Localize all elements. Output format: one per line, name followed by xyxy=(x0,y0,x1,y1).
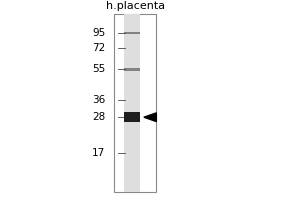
Text: 36: 36 xyxy=(92,95,105,105)
Text: 95: 95 xyxy=(92,28,105,38)
Text: 17: 17 xyxy=(92,148,105,158)
Polygon shape xyxy=(144,113,156,122)
Bar xyxy=(124,14,140,192)
Text: 72: 72 xyxy=(92,43,105,53)
Bar xyxy=(124,32,140,34)
Text: 28: 28 xyxy=(92,112,105,122)
Text: h.placenta: h.placenta xyxy=(106,1,165,11)
Bar xyxy=(124,112,140,122)
Bar xyxy=(124,68,140,71)
Text: 55: 55 xyxy=(92,64,105,74)
Bar xyxy=(114,14,156,192)
